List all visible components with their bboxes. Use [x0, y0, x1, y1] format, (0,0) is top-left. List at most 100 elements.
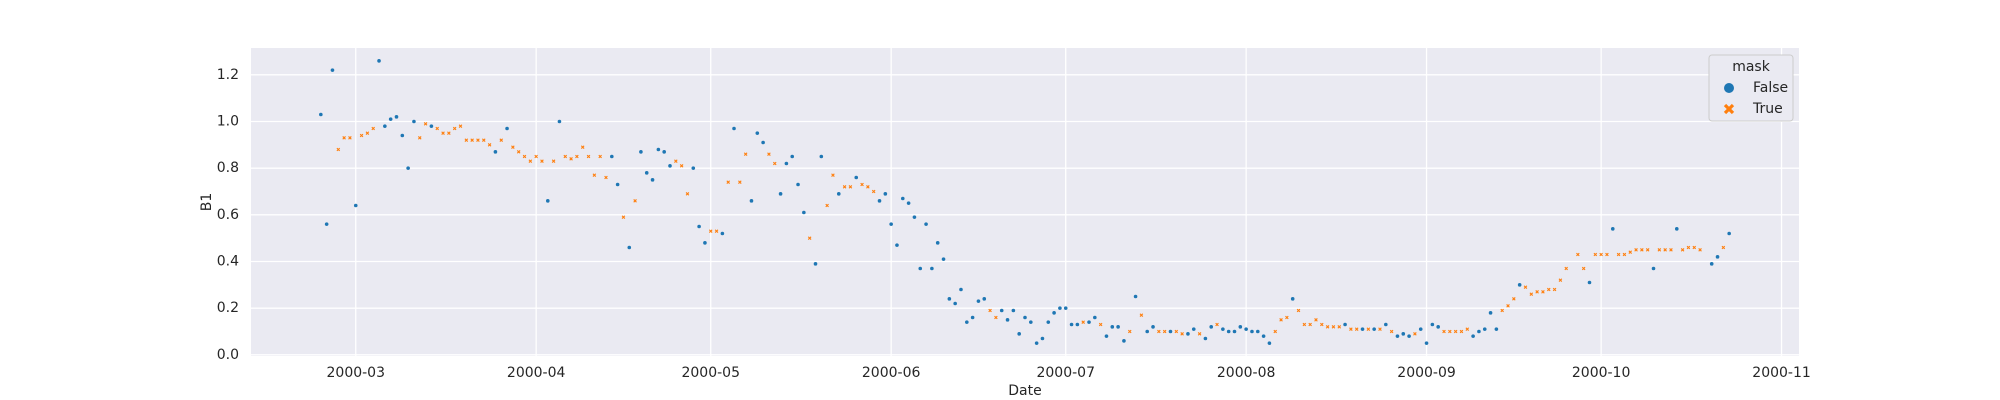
point — [976, 299, 981, 303]
point — [825, 203, 829, 208]
point — [487, 143, 492, 147]
point — [1186, 332, 1190, 336]
point — [1610, 227, 1615, 231]
point — [1395, 334, 1400, 338]
point — [1116, 325, 1120, 329]
point — [1017, 332, 1021, 336]
point — [1448, 329, 1452, 334]
point — [464, 138, 469, 142]
point — [1069, 322, 1074, 327]
point — [1413, 332, 1417, 336]
point — [656, 147, 661, 152]
point — [871, 189, 876, 194]
point — [586, 154, 591, 159]
point — [1564, 266, 1569, 271]
point — [1436, 325, 1440, 329]
point — [639, 150, 643, 154]
point — [412, 119, 416, 124]
point — [1337, 325, 1342, 329]
point — [1197, 332, 1202, 336]
point — [1279, 318, 1283, 322]
point — [679, 164, 684, 168]
point — [662, 150, 666, 154]
point — [1686, 245, 1691, 250]
point — [674, 159, 678, 163]
point — [1477, 329, 1481, 334]
point — [813, 262, 818, 266]
point — [1261, 334, 1266, 338]
point — [1616, 252, 1621, 257]
point — [516, 150, 521, 154]
point — [860, 182, 864, 187]
point — [1645, 248, 1650, 252]
point — [935, 241, 940, 245]
x-tick-label: 2000-05 — [681, 365, 740, 381]
point — [1389, 329, 1394, 334]
point — [1052, 311, 1056, 315]
point — [406, 166, 410, 170]
point — [1221, 327, 1225, 331]
point — [999, 308, 1004, 313]
point — [441, 131, 445, 135]
point — [522, 154, 527, 159]
point — [1232, 329, 1237, 334]
point — [1488, 311, 1493, 315]
point — [1453, 329, 1458, 334]
point — [1465, 327, 1470, 331]
point — [575, 154, 579, 159]
point — [1063, 306, 1068, 310]
point — [697, 224, 701, 229]
point — [1255, 329, 1260, 334]
point — [1360, 327, 1365, 331]
point — [511, 145, 515, 149]
point — [1343, 322, 1347, 327]
point — [970, 315, 975, 320]
point — [1244, 327, 1248, 331]
point — [429, 124, 434, 128]
point — [1040, 336, 1045, 341]
point — [906, 201, 911, 205]
point — [1506, 304, 1510, 308]
point — [417, 136, 422, 140]
x-tick-label: 2000-07 — [1036, 365, 1095, 381]
point — [1203, 336, 1208, 341]
point — [691, 166, 696, 170]
point — [1098, 322, 1103, 327]
point — [1593, 252, 1598, 257]
point — [807, 236, 812, 240]
point — [703, 241, 707, 245]
point — [668, 164, 672, 168]
y-tick-label: 0.6 — [217, 207, 239, 223]
point — [1180, 332, 1184, 336]
point — [720, 231, 725, 236]
point — [749, 199, 754, 203]
point — [470, 138, 474, 142]
point — [1250, 329, 1254, 334]
point — [1459, 329, 1464, 334]
point — [1058, 306, 1062, 310]
point — [836, 192, 841, 196]
point — [359, 133, 364, 138]
x-tick-label: 2000-03 — [327, 365, 386, 381]
point — [1133, 294, 1138, 299]
point — [1267, 341, 1272, 345]
point — [959, 287, 963, 292]
point — [1308, 322, 1312, 327]
point — [761, 140, 765, 145]
point — [1541, 290, 1545, 294]
point — [1605, 252, 1609, 257]
point — [1046, 320, 1051, 324]
point — [918, 266, 923, 271]
legend-box — [1708, 54, 1794, 122]
point — [1325, 325, 1330, 329]
point — [365, 131, 370, 135]
point — [627, 245, 632, 250]
point — [534, 154, 538, 159]
point — [708, 229, 713, 233]
point — [563, 154, 568, 159]
point — [848, 185, 853, 189]
legend-label: True — [1752, 101, 1783, 117]
point — [499, 138, 504, 142]
point — [1622, 252, 1627, 257]
point — [1401, 332, 1406, 336]
